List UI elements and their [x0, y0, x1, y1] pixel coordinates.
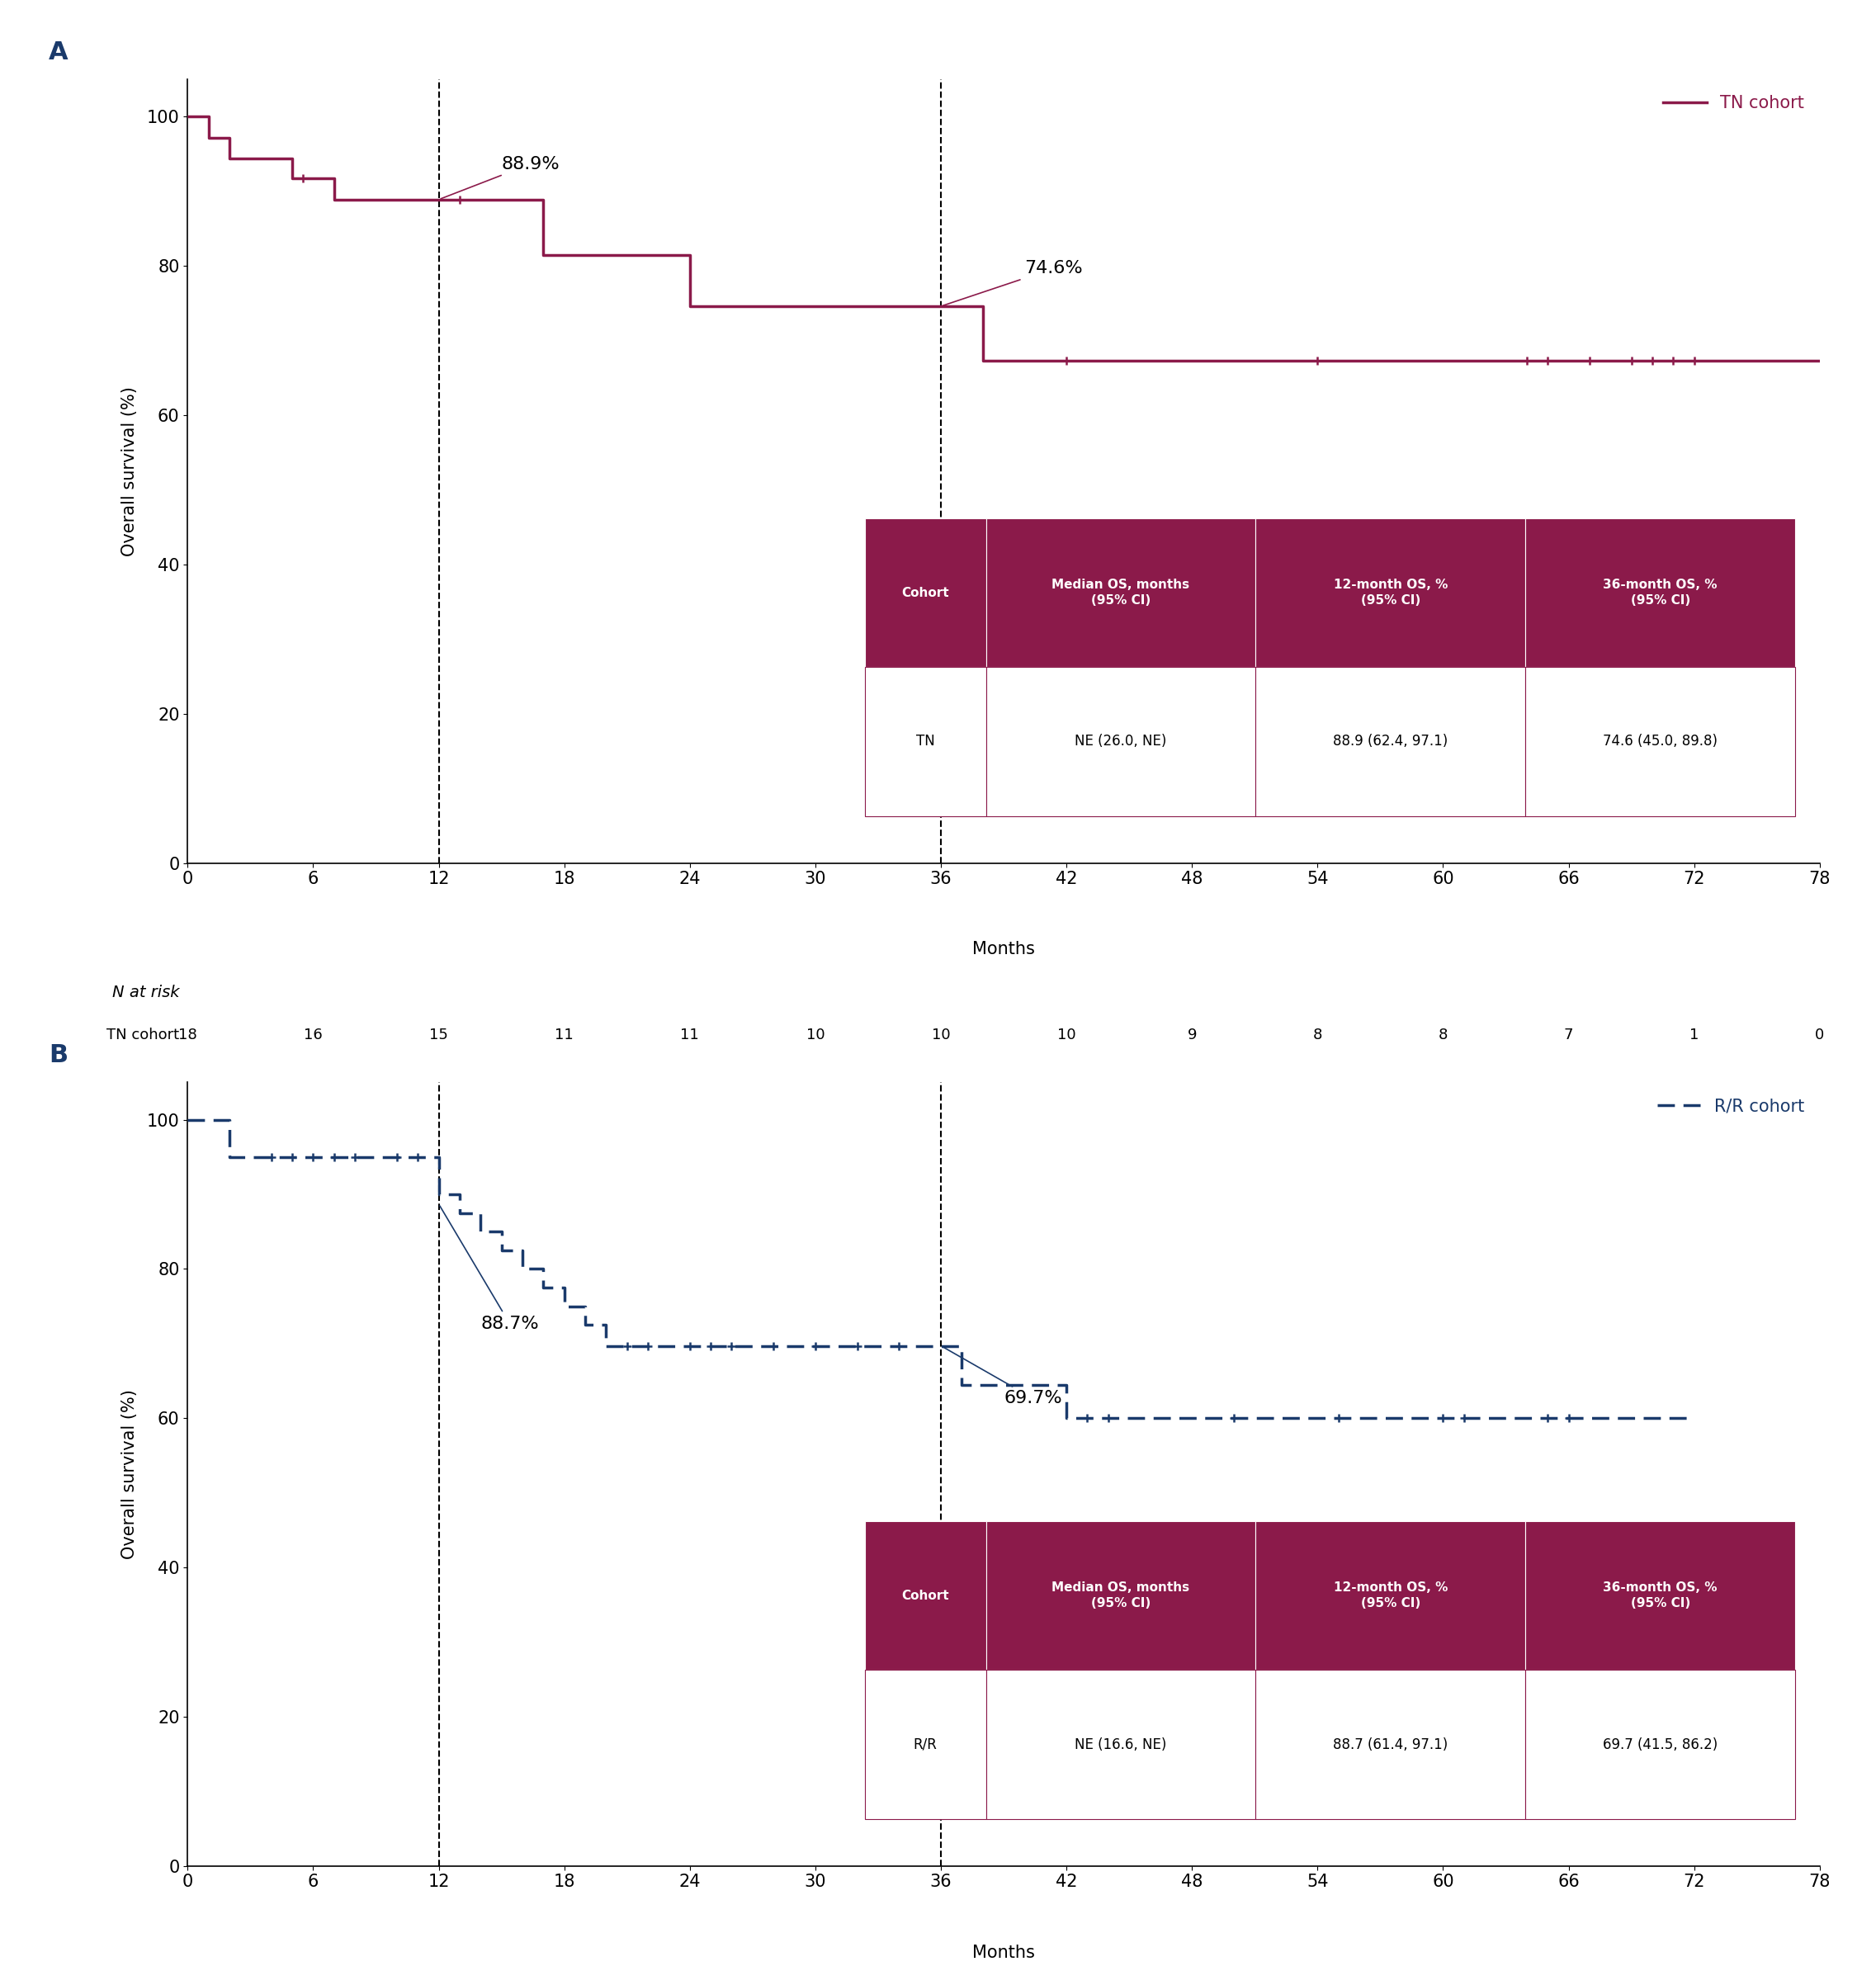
Text: B: B [49, 1044, 68, 1068]
Text: Cohort: Cohort [902, 586, 949, 599]
Bar [1255, 1521, 1525, 1669]
Bar [1525, 1669, 1795, 1818]
Text: 11: 11 [681, 1028, 700, 1042]
Text: 12-month OS, %
(95% CI): 12-month OS, % (95% CI) [1334, 1582, 1448, 1610]
Text: 11: 11 [555, 1028, 574, 1042]
Bar [1525, 667, 1795, 816]
Text: Median OS, months
(95% CI): Median OS, months (95% CI) [1052, 1582, 1189, 1610]
Bar [987, 1521, 1255, 1669]
Text: 15: 15 [430, 1028, 448, 1042]
Text: R/R: R/R [914, 1737, 938, 1753]
Text: TN: TN [915, 734, 934, 748]
Text: 10: 10 [1056, 1028, 1075, 1042]
Text: Median OS, months
(95% CI): Median OS, months (95% CI) [1052, 580, 1189, 607]
Legend: TN cohort: TN cohort [1657, 87, 1810, 119]
Legend: R/R cohort: R/R cohort [1651, 1092, 1810, 1122]
Text: 7: 7 [1565, 1028, 1574, 1042]
Text: Months: Months [972, 1943, 1036, 1961]
Text: 88.9 (62.4, 97.1): 88.9 (62.4, 97.1) [1334, 734, 1448, 748]
Bar [987, 1669, 1255, 1818]
Y-axis label: Overall survival (%): Overall survival (%) [122, 387, 137, 556]
Text: Cohort: Cohort [902, 1590, 949, 1602]
Bar [1525, 518, 1795, 667]
Text: 69.7 (41.5, 86.2): 69.7 (41.5, 86.2) [1602, 1737, 1718, 1753]
Text: 9: 9 [1188, 1028, 1197, 1042]
Text: 74.6 (45.0, 89.8): 74.6 (45.0, 89.8) [1602, 734, 1718, 748]
Text: 0: 0 [1816, 1028, 1823, 1042]
Text: 36-month OS, %
(95% CI): 36-month OS, % (95% CI) [1604, 1582, 1718, 1610]
Bar [865, 1669, 987, 1818]
Text: TN cohort: TN cohort [107, 1028, 180, 1042]
Text: 10: 10 [807, 1028, 825, 1042]
Bar [865, 667, 987, 816]
Text: NE (26.0, NE): NE (26.0, NE) [1075, 734, 1167, 748]
Bar [1255, 1669, 1525, 1818]
Text: 88.7%: 88.7% [439, 1207, 538, 1332]
Text: 8: 8 [1439, 1028, 1448, 1042]
Bar [865, 1521, 987, 1669]
Bar [865, 518, 987, 667]
Bar [1525, 1521, 1795, 1669]
Text: 74.6%: 74.6% [944, 260, 1082, 306]
Text: Months: Months [972, 941, 1036, 959]
Text: NE (16.6, NE): NE (16.6, NE) [1075, 1737, 1167, 1753]
Text: 1: 1 [1690, 1028, 1700, 1042]
Text: 8: 8 [1313, 1028, 1323, 1042]
Bar [987, 667, 1255, 816]
Text: A: A [49, 40, 68, 64]
Text: 88.7 (61.4, 97.1): 88.7 (61.4, 97.1) [1334, 1737, 1448, 1753]
Y-axis label: Overall survival (%): Overall survival (%) [122, 1390, 137, 1558]
Bar [1255, 518, 1525, 667]
Text: 88.9%: 88.9% [441, 155, 559, 198]
Bar [1255, 667, 1525, 816]
Text: 10: 10 [932, 1028, 951, 1042]
Text: 12-month OS, %
(95% CI): 12-month OS, % (95% CI) [1334, 580, 1448, 607]
Text: 16: 16 [304, 1028, 323, 1042]
Text: N at risk: N at risk [113, 985, 180, 1000]
Text: 36-month OS, %
(95% CI): 36-month OS, % (95% CI) [1604, 580, 1718, 607]
Bar [987, 518, 1255, 667]
Text: 18: 18 [178, 1028, 197, 1042]
Text: 69.7%: 69.7% [944, 1348, 1062, 1407]
